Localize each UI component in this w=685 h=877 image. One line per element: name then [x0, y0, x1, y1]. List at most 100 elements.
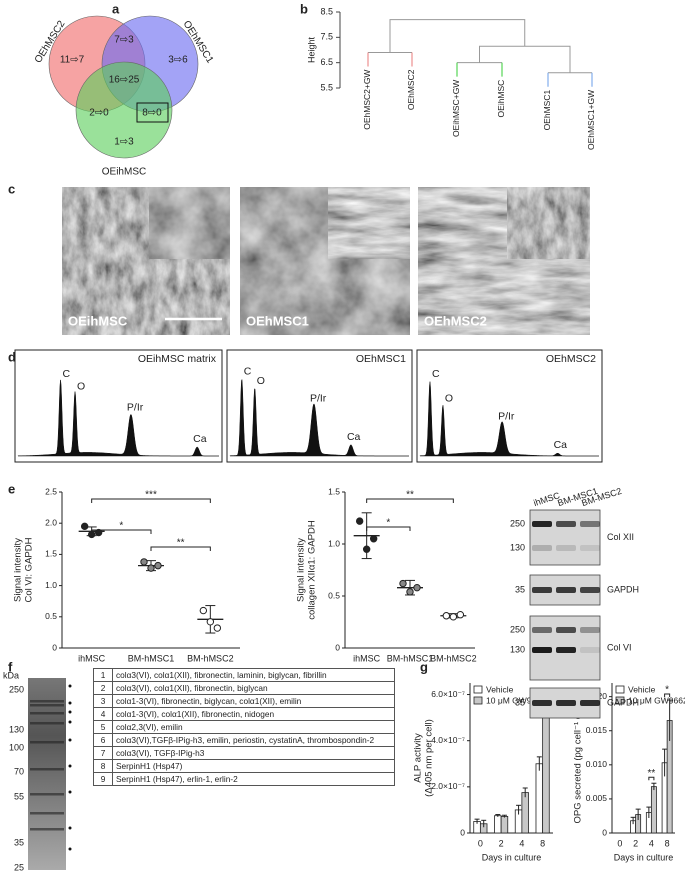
venn-set-label: OEihMSC: [102, 167, 146, 178]
significance-bracket: [366, 498, 454, 503]
gel-band: [30, 741, 64, 744]
leaf-label: OEihMSC+GW: [451, 80, 461, 137]
blot-band: [532, 647, 552, 653]
significance-bracket: [150, 546, 211, 551]
data-point: [154, 561, 162, 570]
venn-region-label: 2⇨0: [89, 108, 109, 119]
x-tick-label: ihMSC: [78, 653, 106, 663]
y-tick-label: 0.015: [586, 725, 608, 735]
protein-list: colα3(VI), colα1(XII), fibronectin, bigl…: [112, 681, 395, 695]
blot-band: [556, 647, 576, 653]
blot-band: [580, 545, 600, 551]
table-row: 3 colα1-3(VI), fibronectin, biglycan, col…: [93, 694, 395, 708]
spectrum-frame: [14, 349, 223, 463]
peak-label: P/Ir: [127, 401, 144, 413]
row-number: 6: [93, 733, 113, 747]
gel-unit: kDa: [3, 670, 19, 680]
y-tick-label: 0.5: [328, 590, 340, 600]
blot-band: [532, 627, 552, 633]
band-marker: [68, 720, 72, 724]
table-row: 8 SerpinH1 (Hsp47): [93, 759, 395, 773]
blot-band: [580, 521, 600, 527]
blot-band: [532, 700, 552, 706]
x-tick-label: 8: [665, 838, 670, 848]
data-point: [362, 545, 371, 553]
peak-label: O: [257, 375, 265, 387]
legend-label: Vehicle: [486, 684, 514, 694]
x-tick-label: 4: [649, 838, 654, 848]
bar: [535, 763, 544, 834]
data-point: [355, 517, 364, 525]
data-point: [147, 564, 155, 572]
data-point: [399, 579, 407, 588]
significance-bracket: [91, 529, 152, 534]
band-marker: [68, 826, 72, 830]
bar: [542, 710, 550, 834]
gel-image: [28, 678, 66, 870]
kda-marker: 35: [515, 584, 525, 594]
x-tick-label: BM-hMSC2: [187, 653, 234, 663]
sem-label: OEhMSC1: [246, 313, 309, 328]
protein-list: colα3(VI),TGFβ-IPig-h3, emilin, periosti…: [112, 733, 395, 747]
axis-title: Days in culture: [614, 852, 674, 862]
data-point: [206, 618, 215, 626]
protein-list: colα3(VI), TGFβ-IPig-h3: [112, 746, 395, 760]
significance-label: *: [386, 518, 390, 529]
kda-marker: 250: [510, 518, 525, 528]
data-point: [140, 558, 148, 566]
significance-bracket: [91, 498, 211, 503]
bar: [650, 786, 657, 834]
kda-marker: 35: [14, 837, 24, 847]
spectrum: [17, 379, 219, 457]
blot-label: Col VI: [607, 642, 632, 652]
x-tick-label: 8: [540, 838, 545, 848]
y-tick-label: 6.5: [320, 57, 333, 67]
sem-inset: [148, 186, 231, 260]
peak-label: Ca: [347, 431, 361, 443]
blot-band: [556, 521, 576, 527]
data-point: [406, 588, 414, 596]
blot-band: [580, 587, 600, 593]
significance-bracket: [366, 526, 411, 531]
table-row: 1 colα3(VI), colα1(XII), fibronectin, lam…: [93, 668, 395, 682]
blot: [529, 509, 601, 566]
blot-band: [556, 587, 576, 593]
significance-label: **: [647, 768, 655, 779]
protein-list: colα3(VI), colα1(XII), fibronectin, lami…: [112, 668, 395, 682]
x-tick-label: 0: [478, 838, 483, 848]
row-number: 1: [93, 668, 113, 682]
gel-band: [30, 793, 64, 796]
protein-list: colα2,3(VI), emilin: [112, 720, 395, 734]
data-point: [199, 606, 208, 615]
bar: [494, 815, 502, 834]
legend-swatch: [615, 685, 625, 694]
blot-band: [556, 545, 576, 551]
legend-label: 10 μM GW9662: [628, 695, 685, 705]
gel-band: [30, 722, 64, 725]
significance-label: **: [406, 490, 414, 501]
legend-swatch: [473, 696, 483, 705]
venn-region-label: 1⇨3: [114, 137, 134, 148]
y-tick-label: 0: [335, 642, 340, 652]
blot-band: [532, 587, 552, 593]
data-point: [213, 624, 222, 632]
data-point: [442, 612, 451, 620]
axis-title: Signal intensity: [296, 538, 307, 602]
legend-swatch: [615, 696, 625, 705]
data-point: [456, 611, 465, 619]
sem-label: OEihMSC: [68, 313, 128, 328]
blot-band: [580, 647, 600, 653]
sem-inset: [327, 186, 411, 260]
axis-title: Col VI: GAPDH: [24, 537, 35, 602]
kda-marker: 100: [9, 742, 24, 752]
spectrum-title: OEihMSC matrix: [138, 353, 217, 365]
panel-label: e: [8, 481, 15, 496]
y-tick-label: 1.0: [328, 538, 340, 548]
band-marker: [68, 790, 72, 794]
y-tick-label: 2.5: [45, 486, 57, 496]
y-tick-label: 0: [602, 827, 607, 837]
dendrogram-branch: [389, 19, 526, 53]
data-point: [80, 522, 89, 531]
